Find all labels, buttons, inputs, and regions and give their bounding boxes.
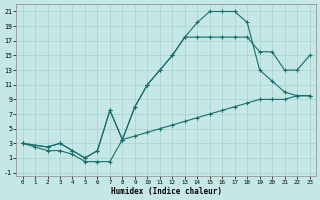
X-axis label: Humidex (Indice chaleur): Humidex (Indice chaleur)	[111, 187, 221, 196]
